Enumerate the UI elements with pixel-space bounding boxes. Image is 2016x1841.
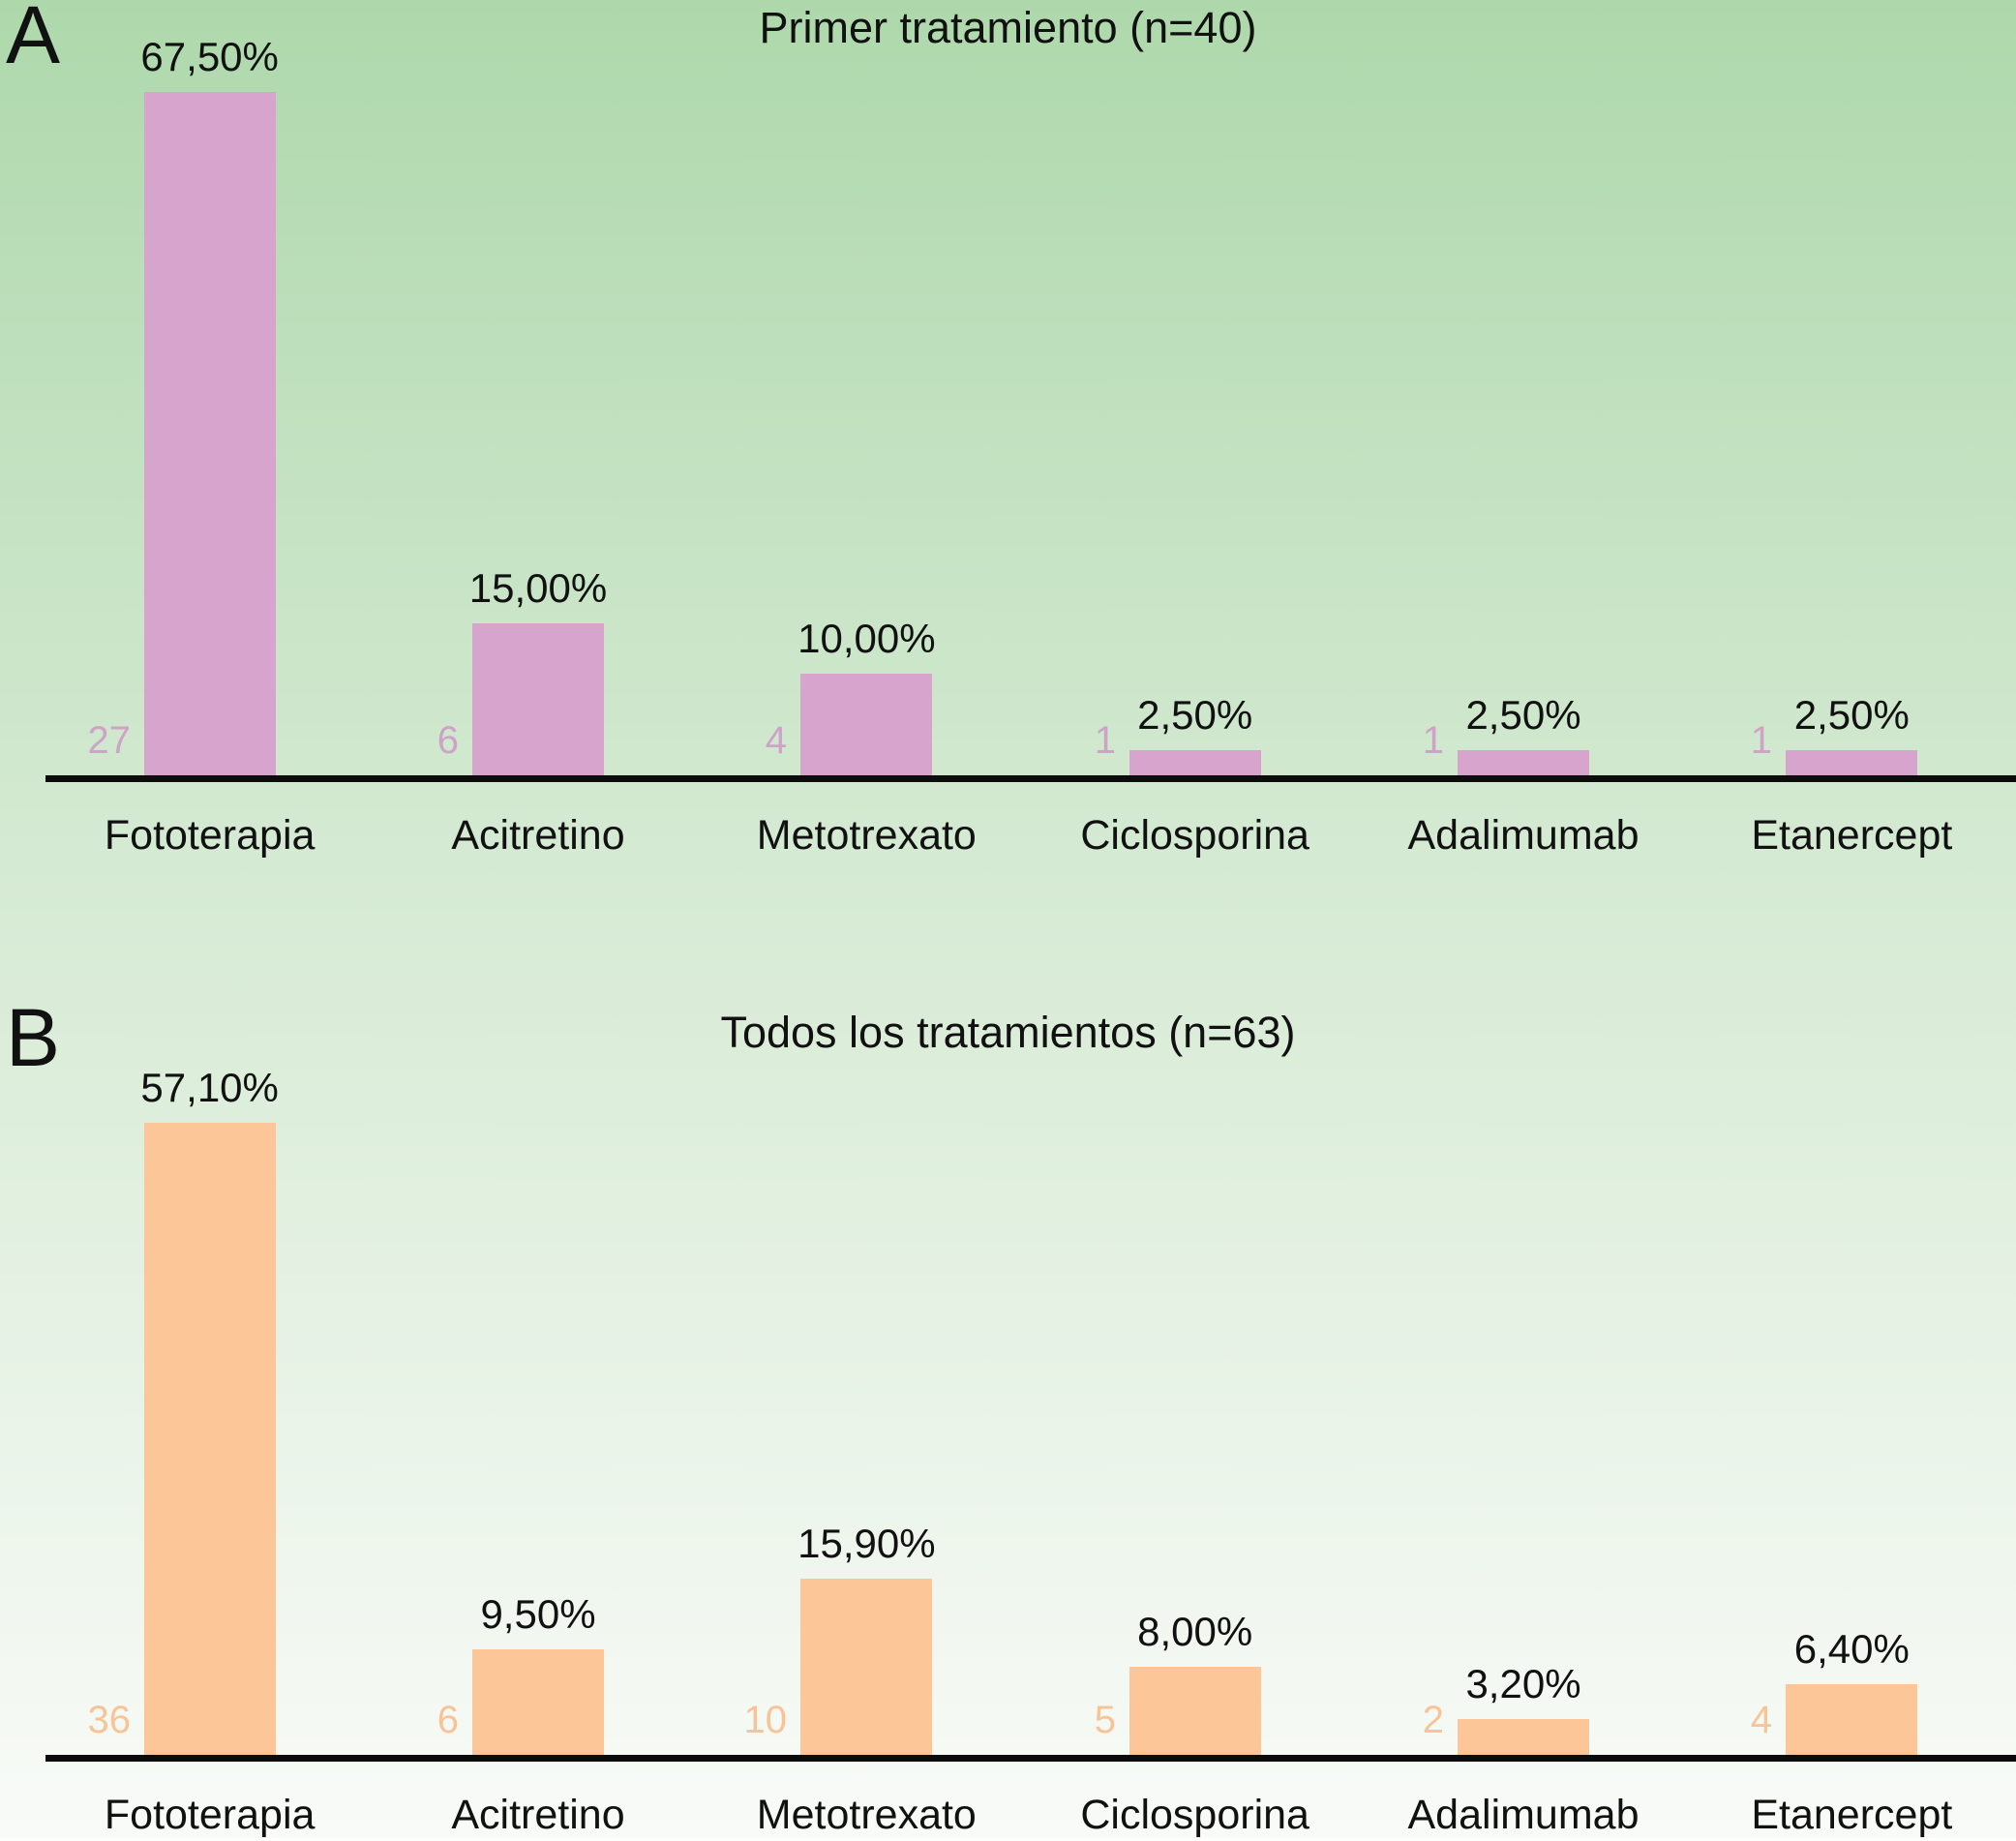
bar-value-label: 2,50% <box>1137 692 1253 738</box>
category-label: Etanercept <box>1751 812 1953 859</box>
bar-value-label: 15,00% <box>468 565 608 611</box>
bar-b-4 <box>1458 1719 1589 1755</box>
bar-a-1 <box>472 623 604 775</box>
bar-a-4 <box>1458 750 1589 775</box>
bar-count-label: 36 <box>87 1699 132 1741</box>
bar-count-label: 1 <box>1094 719 1116 762</box>
bar-value-label: 15,90% <box>797 1521 936 1566</box>
bar-value-label: 8,00% <box>1137 1609 1253 1654</box>
bar-value-label: 57,10% <box>140 1065 279 1110</box>
category-label: Acitretino <box>451 812 625 859</box>
bar-count-label: 1 <box>1422 719 1444 762</box>
bar-count-label: 4 <box>765 719 787 762</box>
bar-b-1 <box>472 1649 604 1755</box>
bar-b-2 <box>800 1579 932 1755</box>
bar-value-label: 9,50% <box>480 1591 596 1637</box>
panel-b-x-axis-line <box>45 1755 2016 1762</box>
bar-value-label: 67,50% <box>140 34 279 79</box>
bar-count-label: 27 <box>87 719 132 762</box>
bar-value-label: 2,50% <box>1465 692 1581 738</box>
category-label: Fototerapia <box>104 812 316 859</box>
bar-b-3 <box>1129 1667 1261 1755</box>
category-label: Adalimumab <box>1407 812 1640 859</box>
bar-b-5 <box>1786 1684 1917 1755</box>
bar-count-label: 1 <box>1750 719 1772 762</box>
bar-value-label: 2,50% <box>1793 692 1910 738</box>
category-label: Ciclosporina <box>1080 812 1309 859</box>
panel-b-letter: B <box>6 992 61 1083</box>
bar-a-5 <box>1786 750 1917 775</box>
bar-value-label: 3,20% <box>1465 1661 1581 1706</box>
bar-a-0 <box>144 92 276 775</box>
bar-b-0 <box>144 1123 276 1755</box>
bar-count-label: 2 <box>1422 1699 1444 1741</box>
bar-value-label: 10,00% <box>797 616 936 661</box>
category-label: Metotrexato <box>756 1792 977 1838</box>
bar-count-label: 4 <box>1750 1699 1772 1741</box>
category-label: Acitretino <box>451 1792 625 1838</box>
bar-count-label: 5 <box>1094 1699 1116 1741</box>
category-label: Ciclosporina <box>1080 1792 1309 1838</box>
category-label: Adalimumab <box>1407 1792 1640 1838</box>
category-label: Fototerapia <box>104 1792 316 1838</box>
bar-count-label: 6 <box>436 719 459 762</box>
bar-a-2 <box>800 674 932 775</box>
bar-count-label: 10 <box>743 1699 788 1741</box>
panel-a-letter: A <box>6 0 61 80</box>
category-label: Etanercept <box>1751 1792 1953 1838</box>
bar-count-label: 6 <box>436 1699 459 1741</box>
panel-a-title: Primer tratamiento (n=40) <box>759 3 1257 52</box>
panel-a-x-axis-line <box>45 775 2016 782</box>
bar-value-label: 6,40% <box>1793 1626 1910 1672</box>
category-label: Metotrexato <box>756 812 977 859</box>
bar-a-3 <box>1129 750 1261 775</box>
panel-b-title: Todos los tratamientos (n=63) <box>720 1008 1296 1057</box>
